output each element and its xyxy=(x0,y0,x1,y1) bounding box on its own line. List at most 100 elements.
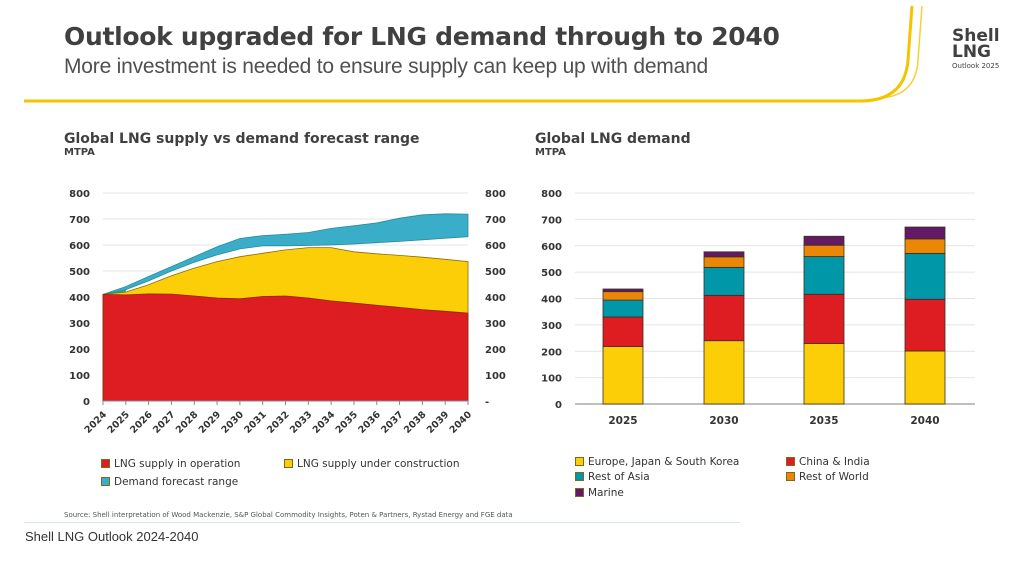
y-tick-label-left: 200 xyxy=(69,345,90,356)
legend-item-demand-range: Demand forecast range xyxy=(101,476,238,488)
x-tick-label: 2026 xyxy=(128,409,155,436)
area-lng-supply-in-operation xyxy=(102,293,469,402)
legend-item-rest-of-world: Rest of World xyxy=(786,471,869,483)
y-tick-label-right: - xyxy=(485,397,489,408)
page-title: Outlook upgraded for LNG demand through … xyxy=(64,22,780,51)
y-tick-label: 300 xyxy=(541,321,562,332)
accent-line-outer xyxy=(24,5,914,103)
legend-item-rest-of-asia: Rest of Asia xyxy=(575,471,650,483)
x-tick-label: 2024 xyxy=(83,409,110,436)
brand-line-1: Shell xyxy=(952,26,1000,46)
page-subtitle: More investment is needed to ensure supp… xyxy=(64,55,709,78)
y-tick-label-left: 500 xyxy=(69,267,90,278)
bar-segment-china-india xyxy=(803,293,845,345)
legend-swatch-teal xyxy=(575,472,584,481)
legend-item-marine: Marine xyxy=(575,487,624,499)
legend-item-supply-construction: LNG supply under construction xyxy=(284,458,460,470)
x-tick-label: 2033 xyxy=(288,409,314,435)
y-tick-label: 700 xyxy=(541,215,562,226)
x-tick-label: 2040 xyxy=(910,415,939,427)
left-chart-title: Global LNG supply vs demand forecast ran… xyxy=(64,131,420,147)
y-tick-label-left: 800 xyxy=(69,189,90,200)
x-tick-label: 2037 xyxy=(379,409,405,435)
bar-segment-marine xyxy=(803,235,845,246)
y-tick-label: 0 xyxy=(555,400,562,411)
legend-swatch-purple xyxy=(575,488,584,497)
bar-segment-china-india xyxy=(703,294,745,342)
bar-segment-marine xyxy=(703,251,745,258)
bar-segment-china-india xyxy=(602,316,644,347)
brand-line-2: LNG xyxy=(952,42,992,62)
accent-swoosh xyxy=(24,5,923,103)
x-tick-label: 2025 xyxy=(105,409,131,435)
x-tick-label: 2027 xyxy=(151,409,177,435)
divider xyxy=(24,522,740,523)
x-tick-label: 2028 xyxy=(174,409,201,436)
x-tick-label: 2035 xyxy=(809,415,838,427)
y-tick-label: 400 xyxy=(541,295,562,306)
bar-segment-rest-of-asia xyxy=(904,252,946,300)
bar-segment-rest-of-world xyxy=(703,256,745,268)
y-tick-label-left: 0 xyxy=(83,397,90,408)
legend-swatch-red xyxy=(786,457,795,466)
x-tick-label: 2029 xyxy=(197,409,223,435)
right-chart-unit: MTPA xyxy=(535,147,566,158)
bar-segment-europe-japan-south-korea xyxy=(904,350,946,405)
demand-stacked-bar-chart: 0 100 200 300 400 500 600 700 800 2025 2030 2035 204… xyxy=(541,189,975,427)
y-tick-label: 500 xyxy=(541,268,562,279)
brand-logo: Shell LNG Outlook 2025 xyxy=(952,28,1000,70)
legend-swatch-teal xyxy=(101,477,110,486)
legend-item-europe-japan-korea: Europe, Japan & South Korea xyxy=(575,456,739,468)
y-tick-label-right: 600 xyxy=(485,241,506,252)
bar-segment-rest-of-asia xyxy=(602,299,644,318)
supply-demand-area-chart: 0 - 100 100 200 200 300 300 400 400 500 500 600 600 70… xyxy=(69,189,506,436)
brand-line-3: Outlook 2025 xyxy=(952,62,1000,70)
x-tick-label: 2040 xyxy=(448,409,475,436)
legend-swatch-yellow xyxy=(575,457,584,466)
x-tick-label: 2034 xyxy=(311,409,338,436)
y-tick-label: 100 xyxy=(541,374,562,385)
y-tick-label-right: 400 xyxy=(485,293,506,304)
legend-swatch-yellow xyxy=(284,459,293,468)
bar-segment-rest-of-world xyxy=(803,244,845,257)
x-tick-label: 2035 xyxy=(334,409,360,435)
y-tick-label-right: 100 xyxy=(485,371,506,382)
bar-segment-rest-of-world xyxy=(904,238,946,254)
y-tick-label-right: 800 xyxy=(485,189,506,200)
bar-segment-europe-japan-south-korea xyxy=(703,340,745,405)
y-tick-label-right: 500 xyxy=(485,267,506,278)
x-tick-label: 2025 xyxy=(608,415,637,427)
right-chart-title: Global LNG demand xyxy=(535,131,691,147)
y-tick-label: 800 xyxy=(541,189,562,200)
accent-line-inner xyxy=(879,5,923,99)
y-tick-label-left: 400 xyxy=(69,293,90,304)
x-tick-label: 2030 xyxy=(709,415,738,427)
source-note: Source: Shell interpretation of Wood Mac… xyxy=(64,511,513,519)
x-tick-label: 2031 xyxy=(242,409,268,435)
x-tick-label: 2030 xyxy=(220,409,247,436)
x-tick-label: 2038 xyxy=(402,409,429,436)
y-tick-label: 200 xyxy=(541,347,562,358)
y-tick-label-left: 600 xyxy=(69,241,90,252)
y-tick-label: 600 xyxy=(541,242,562,253)
y-tick-label-left: 100 xyxy=(69,371,90,382)
left-chart-unit: MTPA xyxy=(64,147,95,158)
x-tick-label: 2036 xyxy=(356,409,383,436)
bar-segment-europe-japan-south-korea xyxy=(803,343,845,405)
y-tick-label-left: 300 xyxy=(69,319,90,330)
y-tick-label-right: 200 xyxy=(485,345,506,356)
x-tick-label: 2039 xyxy=(425,409,451,435)
bar-segment-marine xyxy=(602,288,644,293)
bar-segment-rest-of-asia xyxy=(703,266,745,296)
area-demand-forecast-range xyxy=(102,213,469,295)
legend-item-china-india: China & India xyxy=(786,456,870,468)
image-caption: Shell LNG Outlook 2024-2040 xyxy=(25,529,199,544)
x-tick-label: 2032 xyxy=(265,409,291,435)
legend-item-supply-operation: LNG supply in operation xyxy=(101,458,240,470)
y-tick-label-right: 700 xyxy=(485,215,506,226)
bar-segment-rest-of-asia xyxy=(803,256,845,295)
bar-segment-rest-of-world xyxy=(602,291,644,301)
legend-swatch-red xyxy=(101,459,110,468)
bar-segment-europe-japan-south-korea xyxy=(602,346,644,405)
